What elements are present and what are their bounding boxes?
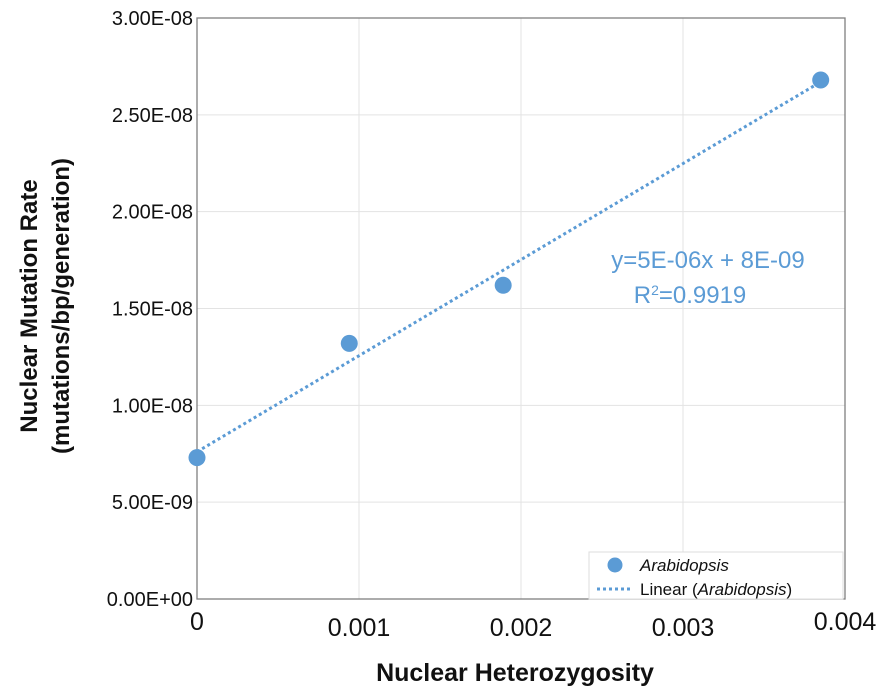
trendline-equation: y=5E-06x + 8E-09 bbox=[611, 247, 804, 274]
r-squared-label: R2=0.9919 bbox=[634, 282, 747, 309]
trendline-group bbox=[196, 80, 822, 454]
x-tick-label: 0 bbox=[190, 608, 204, 636]
y-tick-label: 2.00E-08 bbox=[112, 202, 193, 224]
gridlines bbox=[197, 18, 845, 599]
x-tick-label: 0.004 bbox=[814, 608, 877, 636]
legend-entry-series: Arabidopsis bbox=[639, 556, 729, 575]
y-axis-title-line1: Nuclear Mutation Rate bbox=[16, 179, 43, 432]
legend-marker-icon bbox=[607, 557, 623, 573]
data-point bbox=[340, 334, 358, 352]
y-tick-label: 2.50E-08 bbox=[112, 105, 193, 127]
y-tick-label: 0.00E+00 bbox=[107, 589, 193, 611]
legend-trendline-suffix: ) bbox=[786, 580, 792, 599]
x-axis-ticks: 0 0.001 0.002 0.003 0.004 bbox=[190, 608, 876, 642]
legend-box bbox=[588, 551, 844, 600]
trendline bbox=[196, 80, 822, 454]
data-points bbox=[188, 71, 830, 467]
x-axis-title: Nuclear Heterozygosity bbox=[376, 659, 654, 687]
legend: Arabidopsis Linear (Arabidopsis) bbox=[588, 551, 844, 600]
r-squared-value: =0.9919 bbox=[659, 282, 746, 309]
y-tick-label: 1.00E-08 bbox=[112, 395, 193, 417]
x-tick-label: 0.003 bbox=[652, 614, 715, 642]
x-tick-label: 0.001 bbox=[328, 614, 391, 642]
r-squared-superscript: 2 bbox=[651, 282, 659, 298]
y-tick-label: 3.00E-08 bbox=[112, 8, 193, 30]
data-point bbox=[494, 276, 512, 294]
legend-entry-trendline: Linear (Arabidopsis) bbox=[640, 580, 792, 599]
y-tick-label: 5.00E-09 bbox=[112, 492, 193, 514]
plot-area bbox=[196, 17, 846, 600]
y-tick-label: 1.50E-08 bbox=[112, 299, 193, 321]
x-tick-label: 0.002 bbox=[490, 614, 553, 642]
data-point bbox=[812, 71, 830, 89]
r-squared-r: R bbox=[634, 282, 651, 309]
legend-trendline-italic: Arabidopsis bbox=[697, 580, 787, 599]
y-axis-ticks: 0.00E+00 5.00E-09 1.00E-08 1.50E-08 2.00E-08… bbox=[107, 8, 193, 611]
legend-trendline-prefix: Linear ( bbox=[640, 580, 698, 599]
y-axis-title-line2: (mutations/bp/generation) bbox=[48, 158, 75, 454]
data-point bbox=[188, 449, 206, 467]
